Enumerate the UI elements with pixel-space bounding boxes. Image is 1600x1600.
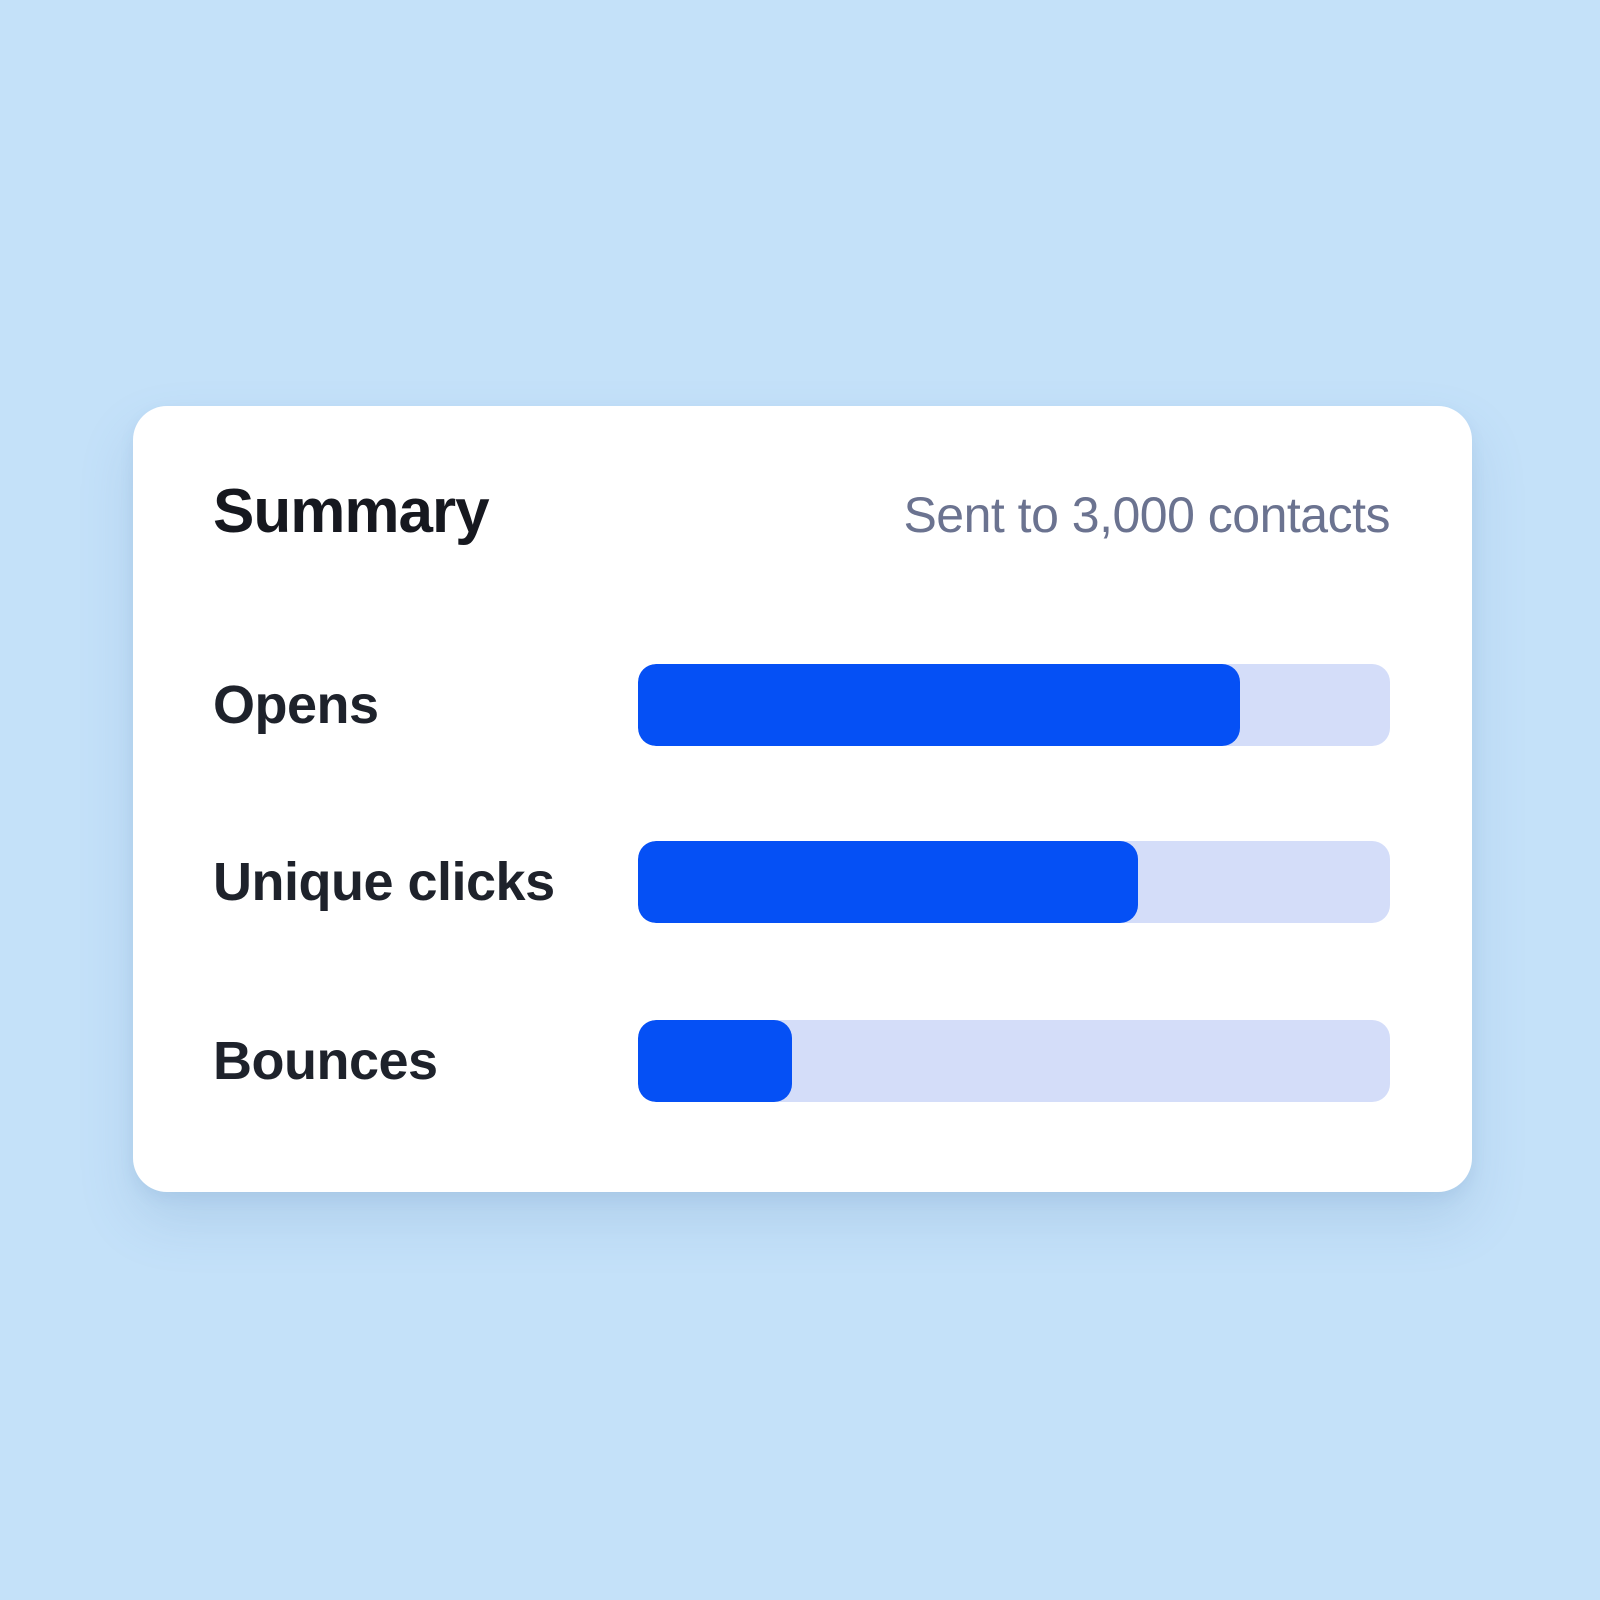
- card-title: Summary: [213, 477, 490, 546]
- summary-card: Summary Sent to 3,000 contacts Opens Uni…: [133, 406, 1472, 1192]
- bar-track-unique-clicks: [638, 841, 1390, 923]
- bar-label-bounces: Bounces: [213, 1031, 438, 1091]
- bar-fill-opens: [638, 664, 1240, 746]
- bar-label-opens: Opens: [213, 675, 379, 735]
- bar-row-bounces: Bounces: [213, 1020, 1390, 1102]
- bar-track-opens: [638, 664, 1390, 746]
- sent-contacts-annotation: Sent to 3,000 contacts: [903, 487, 1390, 543]
- bar-fill-bounces: [638, 1020, 793, 1102]
- bar-fill-unique-clicks: [638, 841, 1139, 923]
- bar-label-unique-clicks: Unique clicks: [213, 852, 555, 912]
- bar-row-opens: Opens: [213, 664, 1390, 746]
- card-header: Summary Sent to 3,000 contacts: [213, 477, 1390, 546]
- bar-track-bounces: [638, 1020, 1390, 1102]
- bar-row-unique-clicks: Unique clicks: [213, 841, 1390, 923]
